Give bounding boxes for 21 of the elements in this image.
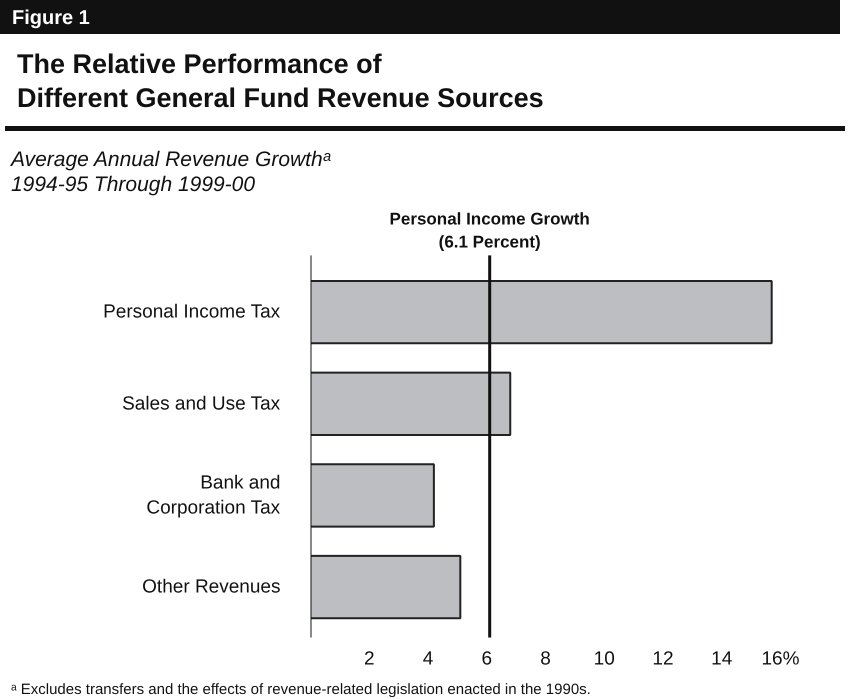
y-tick-label: Bank and Corporation Tax xyxy=(146,472,281,519)
x-tick-label: 10 xyxy=(594,648,615,670)
y-tick-label: Other Revenues xyxy=(142,576,281,598)
bar xyxy=(310,554,462,620)
bar xyxy=(310,372,512,436)
y-tick-label: Personal Income Tax xyxy=(103,302,281,323)
x-tick-label: 4 xyxy=(422,648,434,670)
chart-title: The Relative Performance of Different General Fund Revenue Sources xyxy=(17,48,544,115)
text: ᵃ Excludes transfers and the effects of revenue-related legislation enacted in the 1990s. xyxy=(11,680,591,699)
x-tick-label: 12 xyxy=(652,648,674,670)
ref-line-label: Personal Income Growth (6.1 Percent) xyxy=(390,210,590,252)
caption: Figure 1 xyxy=(12,6,90,31)
chart-subtitle: Average Annual Revenue Growthᵃ 1994-95 Through 1999-00 xyxy=(11,147,330,197)
x-tick-label: 2 xyxy=(364,648,375,670)
bar xyxy=(310,280,773,344)
y-tick-label: Sales and Use Tax xyxy=(122,393,281,414)
bar xyxy=(310,463,435,528)
x-tick-label: 14 xyxy=(711,648,733,670)
x-tick-label: 16% xyxy=(761,648,800,670)
x-tick-label: 6 xyxy=(481,648,492,670)
x-tick-label: 8 xyxy=(540,648,551,670)
